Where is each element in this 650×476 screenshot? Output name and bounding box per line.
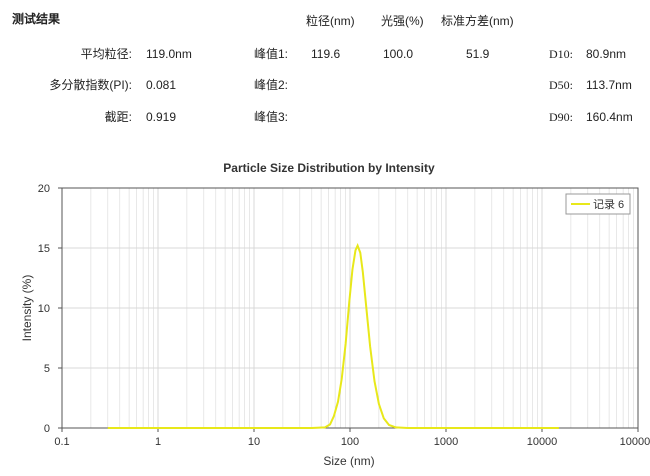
intercept-label: 截距: bbox=[104, 110, 132, 124]
peak3-label: 峰值3: bbox=[254, 110, 289, 124]
peak1-std: 51.9 bbox=[466, 47, 490, 61]
d10-label: D10: bbox=[549, 47, 573, 61]
header-intensity: 光强(%) bbox=[381, 14, 424, 28]
avg-size-label: 平均粒径: bbox=[80, 47, 132, 61]
peak1-label: 峰值1: bbox=[254, 47, 289, 61]
y-tick-label: 15 bbox=[38, 243, 50, 255]
y-tick-label: 20 bbox=[38, 183, 50, 195]
x-tick-label: 0.1 bbox=[54, 436, 69, 448]
x-tick-label: 10 bbox=[248, 436, 260, 448]
distribution-chart: Particle Size Distribution by Intensity … bbox=[20, 161, 650, 468]
chart-title: Particle Size Distribution by Intensity bbox=[223, 161, 435, 175]
d50-label: D50: bbox=[549, 78, 573, 92]
avg-size-value: 119.0nm bbox=[146, 47, 192, 61]
chart-axes: 0 5 10 15 20 0.1 1 10 100 1000 10000 100000 bbox=[38, 183, 650, 448]
x-tick-label: 1000 bbox=[434, 436, 458, 448]
series-line-record-6 bbox=[107, 242, 559, 429]
x-tick-label: 1 bbox=[155, 436, 161, 448]
peak1-intensity: 100.0 bbox=[383, 47, 414, 61]
peak1-size: 119.6 bbox=[311, 47, 341, 61]
legend: 记录 6 bbox=[565, 193, 631, 215]
header-std: 标准方差(nm) bbox=[441, 14, 514, 28]
x-tick-label: 100000 bbox=[620, 436, 650, 448]
d90-label: D90: bbox=[549, 110, 573, 124]
y-tick-label: 10 bbox=[38, 303, 50, 315]
legend-box bbox=[565, 193, 631, 215]
intercept-value: 0.919 bbox=[146, 110, 177, 124]
results-title: 测试结果 bbox=[12, 12, 61, 26]
y-tick-label: 5 bbox=[44, 363, 50, 375]
pdi-label: 多分散指数(PI): bbox=[49, 78, 132, 92]
y-axis-title: Intensity (%) bbox=[20, 275, 34, 342]
peak2-label: 峰值2: bbox=[254, 78, 289, 92]
x-axis-title: Size (nm) bbox=[323, 454, 374, 468]
d50-value: 113.7nm bbox=[586, 78, 632, 92]
pdi-value: 0.081 bbox=[146, 78, 177, 92]
chart-grid bbox=[61, 187, 638, 429]
legend-label: 记录 6 bbox=[593, 198, 624, 211]
y-tick-label: 0 bbox=[44, 423, 50, 435]
d10-value: 80.9nm bbox=[586, 47, 627, 61]
x-tick-label: 10000 bbox=[527, 436, 558, 448]
d90-value: 160.4nm bbox=[586, 110, 633, 124]
x-tick-label: 100 bbox=[341, 436, 359, 448]
header-size: 粒径(nm) bbox=[306, 14, 355, 28]
